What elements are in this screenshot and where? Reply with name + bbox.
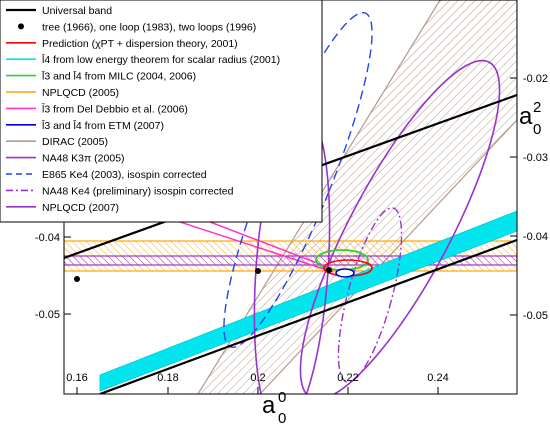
one-loop-point [255,268,261,274]
svg-text:0: 0 [278,410,286,425]
legend-item: Prediction (χPT + dispersion theory, 200… [6,38,238,50]
legend-label: l̄3 and l̄4 from MILC (2004, 2006) [41,70,196,83]
legend-label: l̄3 and l̄4 from ETM (2007) [41,119,164,132]
legend-item: l̄3 and l̄4 from MILC (2004, 2006) [6,70,196,83]
legend-item: l̄3 from Del Debbio et al. (2006) [6,103,188,116]
tree-point [74,276,80,282]
legend-item: l̄3 and l̄4 from ETM (2007) [6,119,164,132]
legend-box [0,0,323,223]
legend-item: NA48 Ke4 (preliminary) isospin corrected [6,185,234,197]
legend-item: NA48 K3π (2005) [6,153,125,165]
etm-ellipse [335,268,355,278]
svg-text:0: 0 [278,389,286,406]
del-debbio-band [64,165,334,273]
y-right-tick-label: -0.03 [523,152,548,164]
legend-item: Universal band [6,5,112,17]
legend: Universal band tree (1966), one loop (198… [0,0,323,223]
legend-marker [18,23,24,30]
dirac-band [197,0,517,394]
x-tick-label: 0.22 [337,372,358,384]
legend-item: l̄4 from low energy theorem for scalar r… [6,53,280,66]
y-left-tick-label: -0.04 [35,232,60,244]
legend-label: NPLQCD (2007) [42,202,119,214]
x-tick-label: 0.18 [157,372,178,384]
x-axis: 0.16 0.18 0.2 0.22 0.24 [66,372,449,394]
y-axis-left: -0.04 -0.05 [35,232,71,321]
legend-label: NA48 Ke4 (preliminary) isospin corrected [42,185,234,197]
y-axis-right: -0.02 -0.03 -0.04 -0.05 [510,73,548,322]
legend-label: l̄3 from Del Debbio et al. (2006) [41,103,188,116]
svg-text:a: a [262,392,276,419]
legend-label: E865 Ke4 (2003), isospin corrected [42,169,207,181]
legend-label: NPLQCD (2005) [42,87,119,99]
y-left-tick-label: -0.05 [35,309,60,321]
x-tick-label: 0.2 [250,372,265,384]
nplqcd-2007-band [64,255,517,266]
legend-item: E865 Ke4 (2003), isospin corrected [6,169,207,181]
x-axis-title: a 0 0 [262,389,286,425]
svg-text:a: a [519,103,533,130]
legend-item: tree (1966), one loop (1983), two loops … [18,21,256,33]
legend-label: DIRAC (2005) [42,136,108,148]
svg-text:0: 0 [533,121,541,138]
legend-item: DIRAC (2005) [6,136,108,148]
na48-ke4-ellipse [337,207,403,383]
legend-label: l̄4 from low energy theorem for scalar r… [41,53,280,66]
y-right-tick-label: -0.05 [523,310,548,322]
y-right-tick-label: -0.02 [523,73,548,85]
universal-band-lower [99,238,517,394]
y-right-tick-label: -0.04 [523,231,548,243]
nplqcd-2007-ellipse [299,59,501,394]
legend-label: NA48 K3π (2005) [42,153,125,165]
x-tick-label: 0.16 [66,372,87,384]
legend-item: NPLQCD (2005) [6,87,119,99]
legend-label: Universal band [42,5,112,17]
l4-scalar-radius-band [99,210,517,392]
x-tick-label: 0.24 [427,372,448,384]
legend-label: Prediction (χPT + dispersion theory, 200… [42,38,238,50]
legend-item: NPLQCD (2007) [6,202,119,214]
two-loop-point [326,267,332,273]
svg-text:2: 2 [533,99,541,116]
y-axis-title: a 2 0 [519,99,541,138]
legend-label: tree (1966), one loop (1983), two loops … [42,21,256,33]
